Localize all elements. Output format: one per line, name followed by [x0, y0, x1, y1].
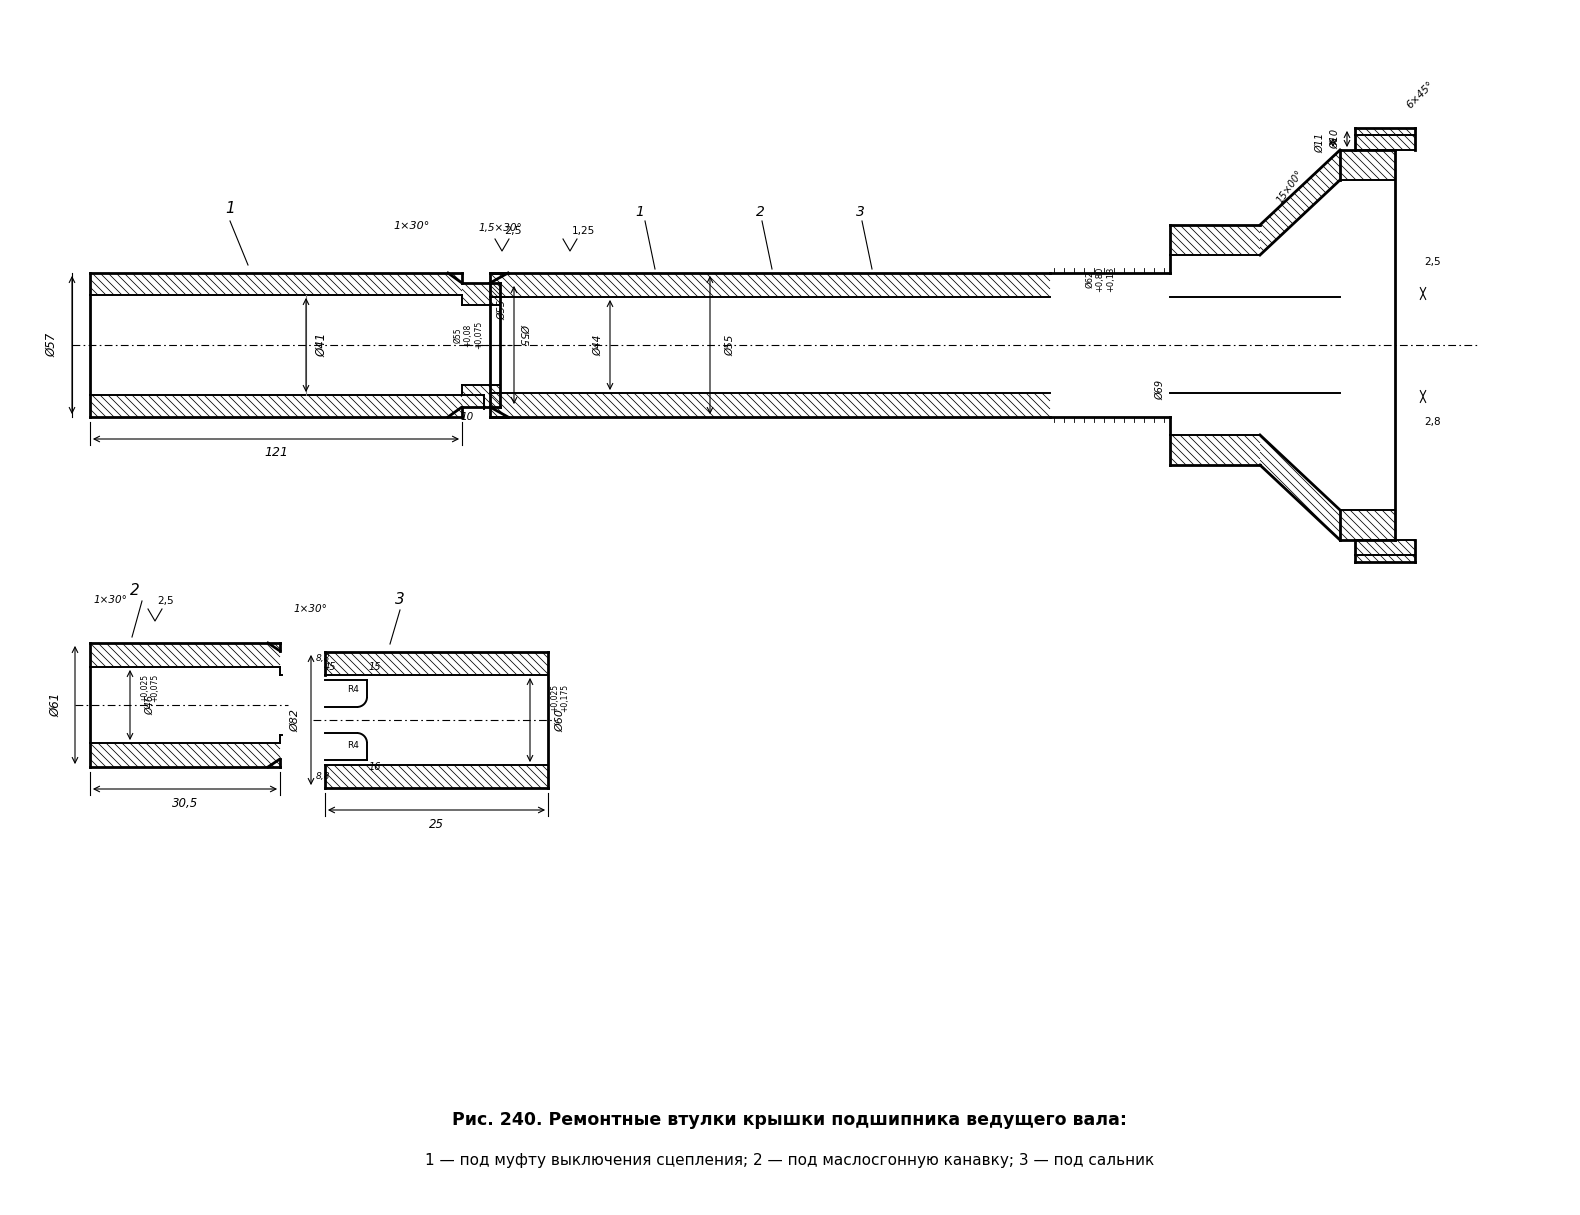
Text: 45: 45: [324, 662, 337, 672]
Text: 1×30°: 1×30°: [93, 595, 126, 605]
Text: Ø41: Ø41: [316, 333, 329, 357]
Text: 2: 2: [755, 205, 765, 219]
Text: 1: 1: [635, 205, 645, 219]
Text: Ø55: Ø55: [725, 334, 735, 356]
Text: R4: R4: [348, 741, 359, 750]
Text: 1,25: 1,25: [572, 226, 596, 236]
Text: 2,5: 2,5: [156, 597, 174, 606]
Text: 2: 2: [130, 583, 141, 598]
Text: 25: 25: [430, 818, 444, 831]
Text: 1: 1: [224, 200, 235, 216]
Text: 2,5: 2,5: [504, 226, 521, 236]
Text: Ø55
+0,08
+0,075: Ø55 +0,08 +0,075: [453, 321, 483, 349]
Text: 3: 3: [855, 205, 864, 219]
Text: Ø44: Ø44: [592, 334, 604, 356]
Text: Ø62
+0,80
+0,13: Ø62 +0,80 +0,13: [1085, 266, 1115, 292]
Text: Ø57: Ø57: [46, 333, 58, 357]
Text: 3: 3: [395, 592, 404, 608]
Text: Ø82: Ø82: [291, 708, 300, 731]
Text: 1 — под муфту выключения сцепления; 2 — под маслосгонную канавку; 3 — под сальни: 1 — под муфту выключения сцепления; 2 — …: [425, 1153, 1155, 1168]
Text: R4: R4: [348, 685, 359, 694]
Text: Ø55: Ø55: [518, 324, 529, 346]
Text: 10: 10: [460, 412, 474, 422]
Text: Ø69: Ø69: [1155, 380, 1164, 400]
Text: Ø10: Ø10: [1330, 129, 1340, 149]
Text: 1×30°: 1×30°: [292, 604, 327, 614]
Text: Ø11: Ø11: [1315, 132, 1326, 153]
Text: 2,5: 2,5: [1425, 258, 1441, 267]
Text: +0,025
+0,075: +0,025 +0,075: [141, 674, 160, 702]
Text: 15×00°: 15×00°: [1275, 168, 1305, 205]
Text: 16: 16: [368, 762, 381, 772]
Text: +0,025
+0,175: +0,025 +0,175: [550, 684, 570, 712]
Text: Ø46: Ø46: [145, 695, 155, 716]
Text: 1,5×30°: 1,5×30°: [479, 224, 521, 233]
Text: 6×45°: 6×45°: [1405, 79, 1436, 111]
Text: 8,8: 8,8: [316, 654, 330, 663]
Text: 8,8: 8,8: [316, 772, 330, 781]
Text: 30,5: 30,5: [172, 797, 198, 809]
Text: 15: 15: [368, 662, 381, 672]
Text: 2,8: 2,8: [1425, 417, 1441, 426]
Text: Ø55: Ø55: [498, 300, 507, 320]
Text: Рис. 240. Ремонтные втулки крышки подшипника ведущего вала:: Рис. 240. Ремонтные втулки крышки подшип…: [452, 1111, 1128, 1129]
Text: Ø61: Ø61: [49, 693, 63, 717]
Text: 121: 121: [264, 446, 288, 459]
Text: Ø60: Ø60: [555, 708, 566, 731]
Text: 1×30°: 1×30°: [393, 221, 430, 231]
